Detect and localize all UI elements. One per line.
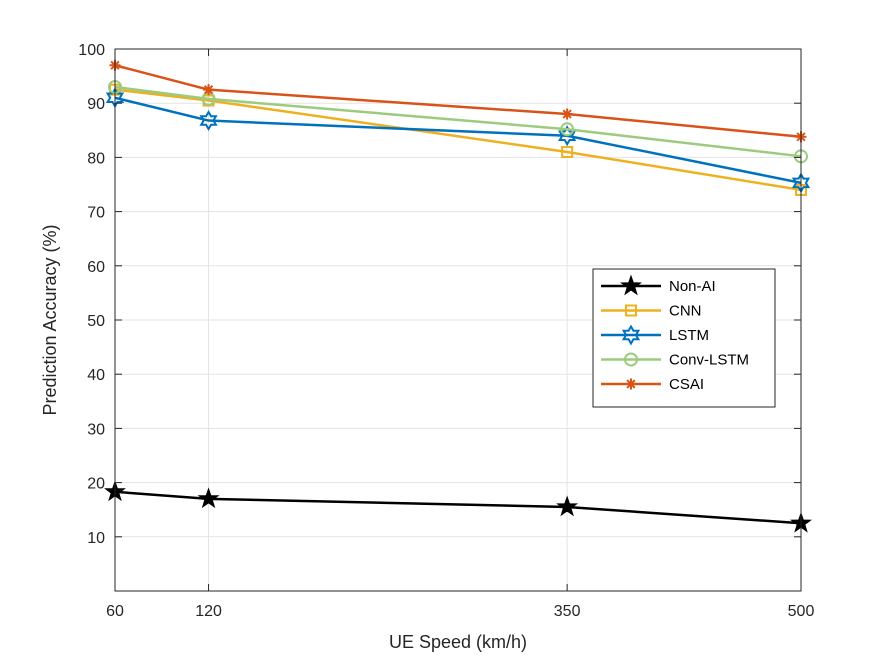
series-lstm [105,87,811,194]
legend-entry: Non-AI [601,274,716,296]
y-axis-label: Prediction Accuracy (%) [40,224,60,415]
series-line [114,64,802,139]
data-point [197,487,220,509]
x-tick-label: 500 [788,603,815,620]
legend-label: Non-AI [669,278,716,295]
series-line [114,88,802,192]
legend-label: Conv-LSTM [669,352,749,369]
legend-marker [625,304,637,317]
y-tick-label: 60 [87,259,105,276]
legend-marker [624,352,638,367]
y-tick-label: 80 [87,150,105,167]
legend-marker [620,274,642,296]
ticks: 60 120 350 500 10 20 30 40 50 60 70 80 90 100 [78,42,814,620]
asterisk-stroke [626,379,636,389]
legend-label: CNN [669,303,702,320]
y-tick-label: 30 [87,421,105,438]
y-tick-label: 40 [87,367,105,384]
legend-entry: CNN [601,303,702,320]
y-tick-label: 50 [87,313,105,330]
y-tick-label: 20 [87,476,105,493]
asterisk-stroke [203,85,214,95]
data-point [203,84,215,96]
data-point [199,110,218,132]
asterisk-stroke [562,109,572,119]
y-tick-label: 70 [87,205,105,222]
data-point [558,125,577,147]
series-line [114,85,802,158]
x-axis-label: UE Speed (km/h) [389,632,527,652]
y-tick-label: 100 [78,42,105,59]
y-tick-label: 10 [87,530,105,547]
series-line [114,490,802,525]
legend-marker [621,324,641,346]
legend: Non-AI CNN LSTM Conv-LSTM CSAI [592,268,776,408]
legend-entry: Conv-LSTM [601,352,749,369]
data-point [561,108,573,120]
legend-label: CSAI [669,376,704,393]
data-point [556,495,579,517]
legend-label: LSTM [669,327,709,344]
y-tick-label: 90 [87,96,105,113]
series-line [114,96,802,185]
data-point [560,122,575,137]
legend-marker [625,378,637,390]
legend-entry: LSTM [601,324,709,346]
legend-entry: CSAI [601,376,704,393]
data-point [561,145,574,158]
x-tick-label: 60 [106,603,124,620]
x-tick-label: 120 [195,603,222,620]
x-tick-label: 350 [554,603,581,620]
